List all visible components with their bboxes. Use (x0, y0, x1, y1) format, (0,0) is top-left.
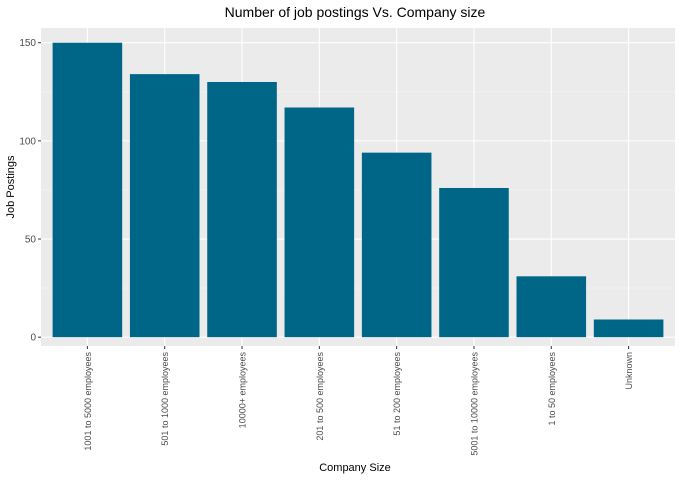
bars (52, 42, 664, 338)
bar-5 (439, 187, 509, 338)
bar-3 (284, 107, 355, 338)
x-tick-label: 51 to 200 employees (392, 352, 402, 436)
y-axis-title: Job Postings (5, 155, 17, 218)
x-tick-label: 1001 to 5000 employees (83, 352, 93, 451)
y-tick-label: 100 (19, 136, 36, 147)
bar-2 (207, 81, 277, 338)
bar-1 (129, 74, 200, 338)
y-tick-label: 0 (30, 333, 36, 344)
bar-0 (52, 42, 123, 338)
y-tick-label: 50 (25, 235, 37, 246)
x-axis: 1001 to 5000 employees 501 to 1000 employ… (83, 346, 634, 456)
x-axis-title: Company Size (319, 462, 391, 474)
x-tick-label: 201 to 500 employees (315, 352, 325, 441)
y-axis: 0 50 100 150 (19, 38, 41, 344)
bar-4 (361, 152, 432, 338)
x-tick-label: 501 to 1000 employees (160, 352, 170, 446)
bar-7 (593, 319, 664, 338)
y-tick-label: 150 (19, 38, 36, 49)
x-tick-label: 10000+ employees (238, 352, 248, 429)
chart-title: Number of job postings Vs. Company size (225, 4, 486, 20)
bar-6 (516, 276, 587, 338)
x-tick-label: 1 to 50 employees (547, 352, 557, 426)
x-tick-label: 5001 to 10000 employees (469, 352, 479, 456)
x-tick-label: Unknown (624, 352, 634, 390)
